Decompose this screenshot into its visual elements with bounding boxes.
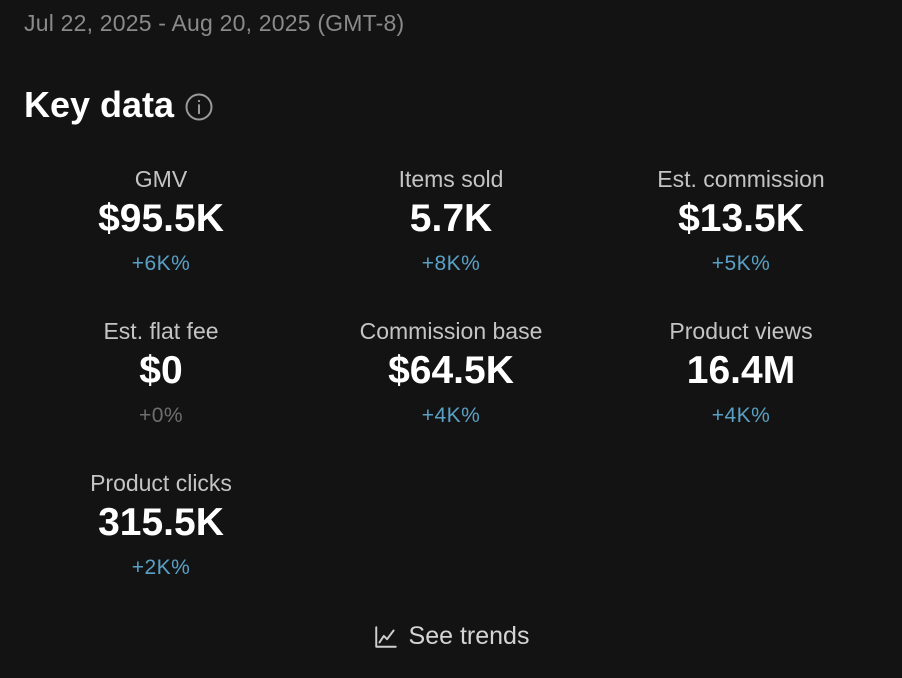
metric-change: +4K% [421,404,481,427]
metric-est-flat-fee[interactable]: Est. flat fee $0 +0% [16,316,306,468]
metric-label: GMV [134,166,188,192]
metrics-grid: GMV $95.5K +6K% Items sold 5.7K +8K% Est… [16,164,886,620]
metric-value: $0 [139,349,183,392]
metric-change: +0% [138,404,184,427]
see-trends-button[interactable]: See trends [0,622,902,651]
metric-product-clicks[interactable]: Product clicks 315.5K +2K% [16,468,306,620]
metric-change: +4K% [711,404,771,427]
metric-label: Items sold [398,166,504,192]
metric-value: 315.5K [98,501,224,544]
metric-label: Est. flat fee [103,318,219,344]
metric-est-commission[interactable]: Est. commission $13.5K +5K% [596,164,886,316]
see-trends-label: See trends [408,622,530,650]
metric-label: Commission base [359,318,543,344]
metric-value: $64.5K [388,349,514,392]
metric-label: Product views [669,318,813,344]
line-chart-icon [373,624,399,650]
metric-value: $13.5K [678,197,804,240]
section-header: Key data [24,84,214,126]
metric-value: 5.7K [409,197,493,240]
metric-items-sold[interactable]: Items sold 5.7K +8K% [306,164,596,316]
metric-product-views[interactable]: Product views 16.4M +4K% [596,316,886,468]
metric-commission-base[interactable]: Commission base $64.5K +4K% [306,316,596,468]
metric-label: Product clicks [90,470,232,496]
metric-change: +6K% [131,252,191,275]
metric-value: 16.4M [686,349,796,392]
info-icon[interactable] [184,92,214,122]
metric-change: +8K% [421,252,481,275]
metric-value: $95.5K [98,197,224,240]
metric-gmv[interactable]: GMV $95.5K +6K% [16,164,306,316]
metric-change: +2K% [131,556,191,579]
section-title: Key data [24,84,175,125]
metric-label: Est. commission [657,166,825,192]
date-range: Jul 22, 2025 - Aug 20, 2025 (GMT-8) [24,10,405,36]
metric-change: +5K% [711,252,771,275]
